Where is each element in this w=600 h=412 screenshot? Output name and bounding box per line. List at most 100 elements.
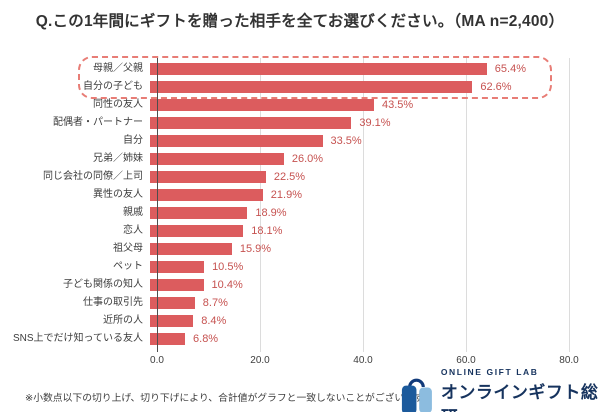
value-label: 22.5% bbox=[273, 171, 306, 183]
bar-track: 10.4% bbox=[150, 278, 562, 292]
category-label: 子ども関係の知人 bbox=[63, 279, 143, 290]
bar bbox=[150, 152, 284, 166]
bar bbox=[150, 80, 473, 94]
gridline bbox=[466, 58, 467, 352]
brand-logo: ONLINE GIFT LAB オンラインギフト総研 bbox=[401, 367, 600, 412]
bar-track: 43.5% bbox=[150, 98, 562, 112]
x-tick-label: 20.0 bbox=[250, 355, 270, 366]
bar bbox=[150, 170, 266, 184]
gridlines bbox=[157, 58, 570, 352]
bar-chart: 母親／父親 65.4% 自分の子ども 62.6% 同性の友人 43.5% 配偶者・パートナー… bbox=[0, 56, 600, 370]
bar-track: 8.7% bbox=[150, 296, 562, 310]
category-label: 祖父母 bbox=[113, 243, 143, 254]
chart-row: 同じ会社の同僚／上司 22.5% bbox=[0, 168, 600, 186]
chart-row: 恋人 18.1% bbox=[0, 222, 600, 240]
chart-row: SNS上でだけ知っている友人 6.8% bbox=[0, 330, 600, 348]
category-label: ペット bbox=[113, 261, 143, 272]
category-label: 自分の子ども bbox=[83, 81, 143, 92]
bar-track: 10.5% bbox=[150, 260, 562, 274]
bar-track: 18.1% bbox=[150, 224, 562, 238]
highlight-box bbox=[78, 56, 552, 99]
chart-row: 自分の子ども 62.6% bbox=[0, 78, 600, 96]
value-label: 15.9% bbox=[239, 243, 272, 255]
bar bbox=[150, 116, 352, 130]
value-label: 6.8% bbox=[193, 333, 219, 345]
chart-row: 母親／父親 65.4% bbox=[0, 60, 600, 78]
category-label: 近所の人 bbox=[103, 315, 143, 326]
bar bbox=[150, 98, 375, 112]
chart-row: 近所の人 8.4% bbox=[0, 312, 600, 330]
footnote: ※小数点以下の切り上げ、切り下げにより、合計値がグラフと一致しないことがございま… bbox=[25, 393, 433, 404]
category-label: 仕事の取引先 bbox=[83, 297, 143, 308]
bar bbox=[150, 188, 263, 202]
chart-row: 子ども関係の知人 10.4% bbox=[0, 276, 600, 294]
chart-rows: 母親／父親 65.4% 自分の子ども 62.6% 同性の友人 43.5% 配偶者・パートナー… bbox=[0, 60, 600, 348]
x-tick-label: 40.0 bbox=[353, 355, 373, 366]
chart-row: 同性の友人 43.5% bbox=[0, 96, 600, 114]
chart-row: 異性の友人 21.9% bbox=[0, 186, 600, 204]
bar bbox=[150, 62, 487, 76]
value-label: 18.1% bbox=[251, 225, 283, 237]
value-label: 8.4% bbox=[201, 315, 227, 327]
bar bbox=[150, 314, 194, 328]
x-tick-label: 80.0 bbox=[559, 355, 579, 366]
value-label: 39.1% bbox=[359, 117, 391, 129]
bar-track: 21.9% bbox=[150, 188, 562, 202]
value-label: 43.5% bbox=[382, 99, 414, 111]
gridline bbox=[569, 58, 570, 352]
category-label: 恋人 bbox=[123, 225, 143, 236]
chart-row: 仕事の取引先 8.7% bbox=[0, 294, 600, 312]
gridline bbox=[260, 58, 261, 352]
bar-track: 6.8% bbox=[150, 332, 562, 346]
bar-track: 39.1% bbox=[150, 116, 562, 130]
category-label: 兄弟／姉妹 bbox=[93, 153, 143, 164]
value-label: 33.5% bbox=[330, 135, 362, 147]
bar-track: 62.6% bbox=[150, 80, 562, 94]
category-label: 親戚 bbox=[123, 207, 143, 218]
bar-track: 8.4% bbox=[150, 314, 562, 328]
value-label: 65.4% bbox=[494, 63, 526, 75]
chart-row: ペット 10.5% bbox=[0, 258, 600, 276]
category-label: 異性の友人 bbox=[93, 189, 143, 200]
value-label: 21.9% bbox=[270, 189, 302, 201]
bar-track: 18.9% bbox=[150, 206, 562, 220]
chart-row: 親戚 18.9% bbox=[0, 204, 600, 222]
chart-row: 自分 33.5% bbox=[0, 132, 600, 150]
x-tick-label: 0.0 bbox=[150, 355, 164, 366]
value-label: 10.4% bbox=[211, 279, 243, 291]
category-label: 配偶者・パートナー bbox=[53, 117, 143, 128]
category-label: 母親／父親 bbox=[93, 63, 143, 74]
value-label: 10.5% bbox=[212, 261, 244, 273]
x-axis-ticks: 0.0 20.0 40.0 60.0 80.0 bbox=[150, 355, 579, 369]
bar bbox=[150, 278, 204, 292]
x-tick-label: 60.0 bbox=[456, 355, 476, 366]
gift-bag-icon bbox=[401, 378, 432, 412]
chart-row: 兄弟／姉妹 26.0% bbox=[0, 150, 600, 168]
value-label: 18.9% bbox=[255, 207, 287, 219]
bar bbox=[150, 224, 244, 238]
logo-bottom-text: オンラインギフト総研 bbox=[440, 383, 599, 412]
bar-track: 33.5% bbox=[150, 134, 562, 148]
category-label: 自分 bbox=[123, 135, 143, 146]
value-label: 8.7% bbox=[202, 297, 228, 309]
bar bbox=[150, 332, 186, 346]
bar bbox=[150, 296, 195, 310]
bar bbox=[150, 134, 323, 148]
value-label: 62.6% bbox=[480, 81, 512, 93]
bar-track: 65.4% bbox=[150, 62, 562, 76]
bar-track: 22.5% bbox=[150, 170, 562, 184]
category-label: 同じ会社の同僚／上司 bbox=[43, 171, 143, 182]
value-label: 26.0% bbox=[291, 153, 324, 165]
chart-row: 配偶者・パートナー 39.1% bbox=[0, 114, 600, 132]
logo-text-block: ONLINE GIFT LAB オンラインギフト総研 bbox=[441, 367, 600, 412]
bar bbox=[150, 206, 248, 220]
y-axis-line bbox=[157, 58, 158, 352]
chart-row: 祖父母 15.9% bbox=[0, 240, 600, 258]
chart-title: Q.この1年間にギフトを贈った相手を全てお選びください。（MA n=2,400） bbox=[35, 13, 565, 30]
category-label: SNS上でだけ知っている友人 bbox=[12, 333, 143, 344]
logo-top-text: ONLINE GIFT LAB bbox=[440, 367, 539, 377]
bar bbox=[150, 260, 205, 274]
bar bbox=[150, 242, 232, 256]
category-label: 同性の友人 bbox=[93, 99, 143, 110]
